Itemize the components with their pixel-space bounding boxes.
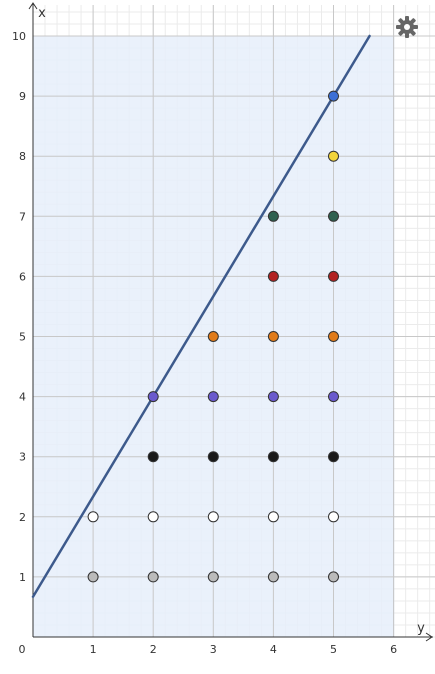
y-tick-label: 8 bbox=[19, 150, 26, 163]
data-point[interactable] bbox=[328, 391, 339, 403]
y-axis-label: x bbox=[38, 6, 46, 21]
data-point[interactable] bbox=[267, 331, 279, 342]
data-point[interactable] bbox=[207, 511, 219, 523]
data-point[interactable] bbox=[328, 511, 339, 523]
data-point[interactable] bbox=[328, 331, 339, 342]
data-point[interactable] bbox=[328, 210, 339, 222]
inequality-line[interactable] bbox=[31, 34, 371, 598]
x-tick-label: 5 bbox=[330, 643, 337, 656]
data-point[interactable] bbox=[87, 571, 99, 583]
x-tick-label: 2 bbox=[150, 643, 157, 656]
y-tick-label: 4 bbox=[19, 391, 26, 404]
x-tick-label: 4 bbox=[270, 643, 277, 656]
data-point[interactable] bbox=[328, 571, 339, 583]
data-point[interactable] bbox=[267, 571, 279, 583]
axes bbox=[28, 2, 433, 642]
major-grid bbox=[33, 5, 435, 637]
vertical-axis-arrow bbox=[28, 2, 38, 10]
points-layer bbox=[87, 90, 339, 583]
data-point[interactable] bbox=[267, 511, 279, 523]
y-tick-label: 1 bbox=[19, 571, 26, 584]
data-point[interactable] bbox=[328, 270, 339, 282]
data-point[interactable] bbox=[328, 150, 339, 162]
x-tick-label: 0 bbox=[19, 643, 26, 656]
y-tick-label: 9 bbox=[19, 90, 26, 103]
x-tick-label: 3 bbox=[210, 643, 217, 656]
data-point[interactable] bbox=[87, 511, 99, 523]
data-point[interactable] bbox=[328, 90, 339, 102]
y-tick-label: 10 bbox=[12, 30, 26, 43]
x-tick-label: 6 bbox=[390, 643, 397, 656]
data-point[interactable] bbox=[207, 451, 219, 463]
data-point[interactable] bbox=[147, 451, 159, 463]
data-point[interactable] bbox=[147, 571, 159, 583]
data-point[interactable] bbox=[207, 571, 219, 583]
y-tick-label: 5 bbox=[19, 331, 26, 344]
data-point[interactable] bbox=[328, 451, 339, 463]
data-point[interactable] bbox=[207, 391, 219, 403]
settings-button[interactable] bbox=[395, 15, 419, 39]
data-point[interactable] bbox=[147, 391, 159, 403]
data-point[interactable] bbox=[267, 451, 279, 463]
y-tick-label: 3 bbox=[19, 451, 26, 464]
y-tick-label: 6 bbox=[19, 270, 26, 283]
x-axis-label: y bbox=[417, 621, 425, 636]
x-tick-label: 1 bbox=[90, 643, 97, 656]
tick-labels: 0 1 2 3 4 5 6 1 2 3 4 5 6 7 8 9 10 bbox=[12, 30, 397, 656]
data-point[interactable] bbox=[267, 391, 279, 403]
horizontal-axis-arrow bbox=[425, 632, 433, 642]
data-point[interactable] bbox=[267, 210, 279, 222]
y-tick-label: 7 bbox=[19, 210, 26, 223]
data-point[interactable] bbox=[207, 331, 219, 342]
data-point[interactable] bbox=[267, 270, 279, 282]
data-point[interactable] bbox=[147, 511, 159, 523]
y-tick-label: 2 bbox=[19, 511, 26, 524]
gear-icon bbox=[396, 16, 418, 38]
